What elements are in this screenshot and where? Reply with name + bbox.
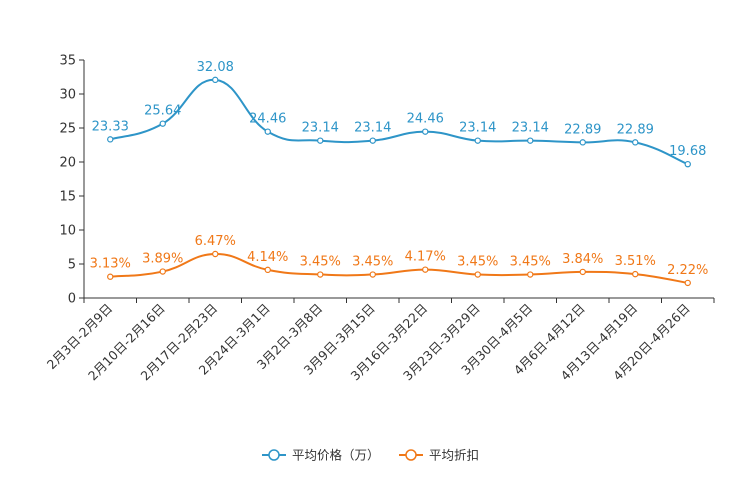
series-1-data-label: 32.08 xyxy=(197,60,234,75)
series-2-data-label: 3.13% xyxy=(90,257,131,272)
series-2-data-label: 3.84% xyxy=(562,252,603,267)
series-2-point xyxy=(422,266,429,273)
series-2-point xyxy=(579,268,586,276)
series-1-point xyxy=(474,137,481,144)
y-tick-label: 10 xyxy=(59,224,76,239)
y-tick-label: 0 xyxy=(68,292,76,307)
series-1-data-label: 23.14 xyxy=(354,121,391,136)
series-1-point xyxy=(212,76,219,84)
series-2-data-label: 4.17% xyxy=(405,250,446,265)
series-2-data-label: 3.45% xyxy=(352,255,393,270)
y-tick-label: 5 xyxy=(68,258,76,273)
series-points xyxy=(107,76,691,287)
series-line-2 xyxy=(110,253,688,284)
series-1-point xyxy=(422,128,429,135)
series-1-point xyxy=(527,137,534,144)
series-2-data-label: 4.14% xyxy=(247,250,288,265)
series-1-data-label: 23.14 xyxy=(302,121,339,136)
series-2-point xyxy=(527,271,534,278)
series-1-data-label: 19.68 xyxy=(669,144,706,159)
series-1-data-label: 24.46 xyxy=(407,112,444,127)
series-2-data-label: 3.45% xyxy=(300,255,341,270)
series-2-point xyxy=(474,271,481,278)
series-2-point xyxy=(369,271,376,278)
series-2-point xyxy=(212,250,219,258)
legend-marker-1 xyxy=(268,449,280,461)
series-1-data-label: 24.46 xyxy=(249,112,286,127)
series-1-point xyxy=(632,139,639,146)
series-1-data-label: 23.14 xyxy=(459,121,496,136)
series-2-point xyxy=(159,268,166,275)
y-tick-label: 25 xyxy=(59,122,76,137)
series-1-point xyxy=(684,160,691,168)
series-2-data-label: 3.45% xyxy=(510,255,551,270)
legend-marker-2 xyxy=(405,449,417,461)
y-tick-label: 15 xyxy=(59,190,76,205)
series-2-point xyxy=(264,266,271,274)
series-2-data-label: 3.51% xyxy=(615,254,656,269)
series-1-data-label: 23.33 xyxy=(92,119,129,134)
series-1-point xyxy=(107,136,114,143)
legend-label-2: 平均折扣 xyxy=(429,448,479,463)
y-tick-label: 30 xyxy=(59,88,76,103)
series-1-data-label: 25.64 xyxy=(144,104,181,119)
series-1-data-label: 22.89 xyxy=(564,122,601,137)
series-2-data-label: 3.45% xyxy=(457,255,498,270)
series-1-point xyxy=(264,128,271,135)
y-tick-label: 35 xyxy=(59,54,76,69)
series-2-point xyxy=(684,279,691,287)
y-tick-label: 20 xyxy=(59,156,76,171)
series-1-data-label: 22.89 xyxy=(617,122,654,137)
data-labels: 23.33 25.64 32.08 24.46 23.14 23.14 24.46 23.14… xyxy=(90,60,709,278)
series-2-point xyxy=(317,271,324,278)
series-2-data-label: 3.89% xyxy=(142,252,183,267)
series-1-point xyxy=(579,139,586,146)
series-1-point xyxy=(369,137,376,144)
series-2-point xyxy=(632,270,639,278)
series-2-point xyxy=(107,273,114,280)
series-1-data-label: 23.14 xyxy=(512,121,549,136)
series-1-point xyxy=(159,120,166,127)
series-2-data-label: 6.47% xyxy=(195,234,236,249)
series-1-point xyxy=(317,137,324,144)
series-2-data-label: 2.22% xyxy=(667,263,708,278)
legend: 平均价格（万） 平均折扣 xyxy=(262,448,479,463)
legend-label-1: 平均价格（万） xyxy=(292,448,380,463)
